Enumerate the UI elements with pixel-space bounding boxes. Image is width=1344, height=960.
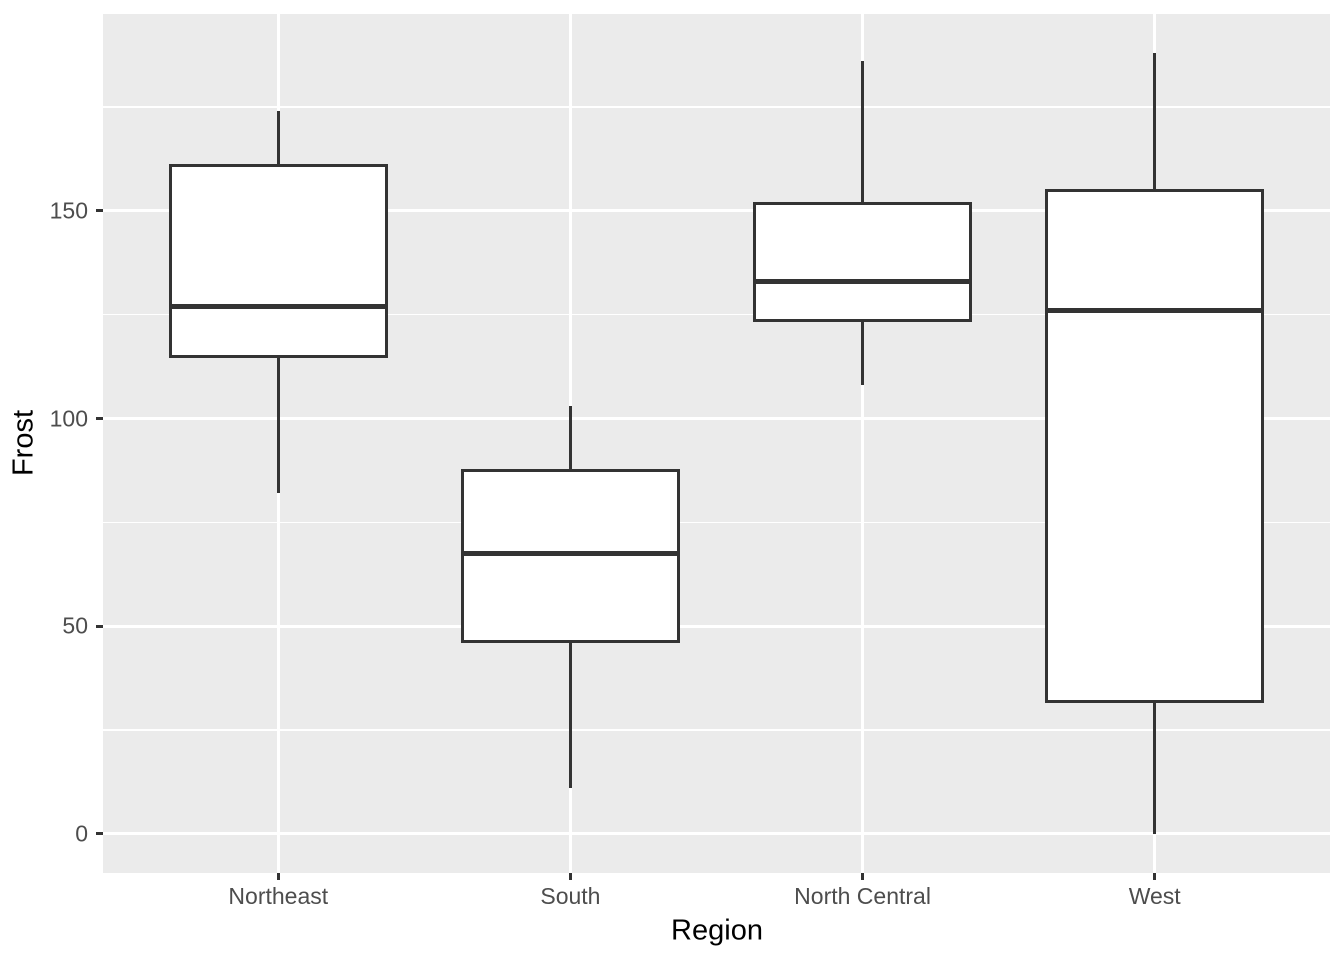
y-axis-title: Frost bbox=[7, 409, 40, 477]
x-tick-label-north-central: North Central bbox=[794, 883, 931, 909]
x-tick-mark-south bbox=[568, 873, 572, 880]
gridline-major-100 bbox=[103, 417, 1330, 421]
median-north-central bbox=[753, 279, 973, 284]
gridline-minor-125 bbox=[103, 313, 1330, 316]
gridline-minor-75 bbox=[103, 521, 1330, 524]
x-tick-mark-west bbox=[1153, 873, 1157, 880]
x-tick-label-northeast: Northeast bbox=[228, 883, 329, 909]
median-northeast bbox=[168, 303, 388, 309]
box-west bbox=[1045, 188, 1265, 703]
y-tick-mark-100 bbox=[96, 417, 103, 421]
box-northeast bbox=[168, 163, 388, 358]
gridline-major-50 bbox=[103, 624, 1330, 628]
x-axis-title: Region bbox=[671, 914, 763, 947]
gridline-major-150 bbox=[103, 209, 1330, 213]
x-tick-mark-northeast bbox=[276, 873, 280, 880]
y-tick-mark-150 bbox=[96, 209, 103, 213]
x-tick-label-west: West bbox=[1128, 883, 1181, 909]
y-tick-label-50: 50 bbox=[62, 612, 88, 639]
y-tick-label-150: 150 bbox=[49, 197, 88, 224]
plot-panel bbox=[103, 14, 1330, 873]
x-tick-label-south: South bbox=[540, 883, 601, 909]
y-tick-label-100: 100 bbox=[49, 405, 88, 432]
box-north-central bbox=[753, 202, 973, 323]
median-west bbox=[1045, 308, 1265, 314]
gridline-minor-175 bbox=[103, 106, 1330, 108]
y-tick-mark-0 bbox=[96, 832, 103, 836]
median-south bbox=[460, 551, 680, 557]
y-tick-mark-50 bbox=[96, 624, 103, 628]
gridline-x-north-central bbox=[861, 14, 865, 873]
y-tick-label-0: 0 bbox=[75, 820, 88, 847]
gridline-minor-25 bbox=[103, 729, 1330, 731]
gridline-major-0 bbox=[103, 832, 1330, 836]
box-south bbox=[460, 468, 680, 644]
x-tick-mark-north-central bbox=[861, 873, 865, 880]
